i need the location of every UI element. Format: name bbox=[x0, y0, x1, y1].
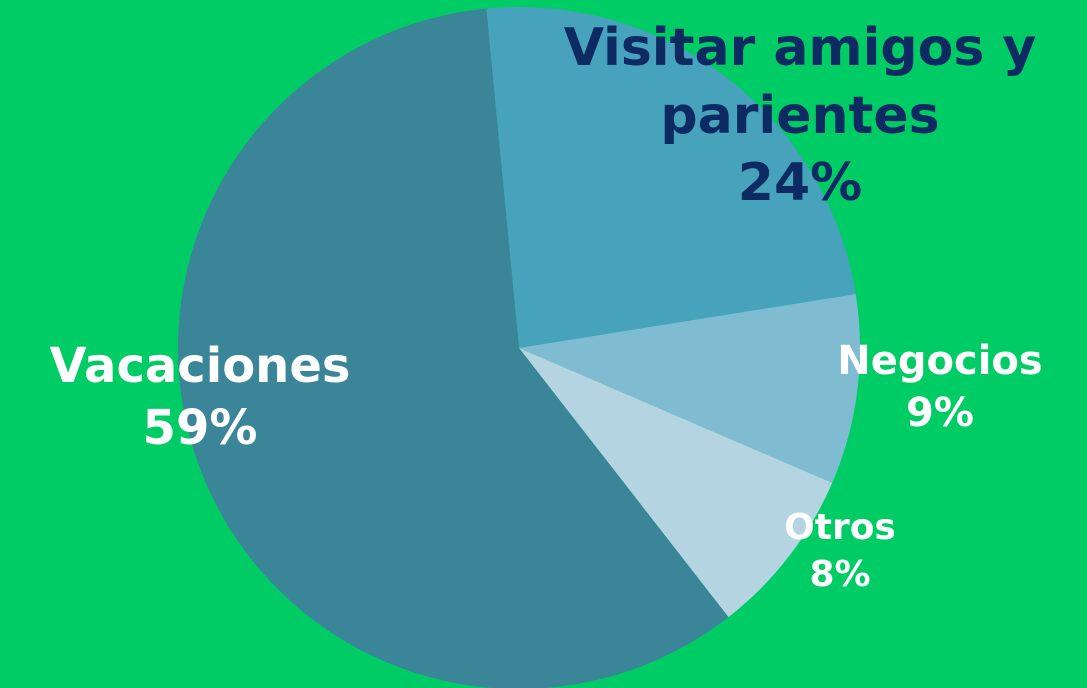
slice-label: Vacaciones 59% bbox=[0, 335, 400, 460]
category-label: Vacaciones bbox=[49, 338, 351, 394]
pie-slice bbox=[178, 8, 729, 688]
pie-slice bbox=[519, 294, 860, 483]
value-label: 9% bbox=[906, 390, 974, 436]
slice-label: Visitar amigos y parientes 24% bbox=[515, 15, 1085, 218]
pie-slice bbox=[519, 348, 833, 618]
slice-label: Otros 8% bbox=[760, 505, 920, 599]
pie-slice bbox=[486, 6, 856, 348]
value-label: 24% bbox=[737, 153, 863, 214]
value-label: 59% bbox=[142, 400, 258, 457]
slice-label: Negocios 9% bbox=[800, 335, 1080, 439]
value-label: 8% bbox=[809, 553, 871, 595]
category-label: Otros bbox=[784, 507, 896, 548]
category-label: Negocios bbox=[837, 338, 1043, 384]
category-label: Visitar amigos y parientes bbox=[563, 18, 1037, 146]
